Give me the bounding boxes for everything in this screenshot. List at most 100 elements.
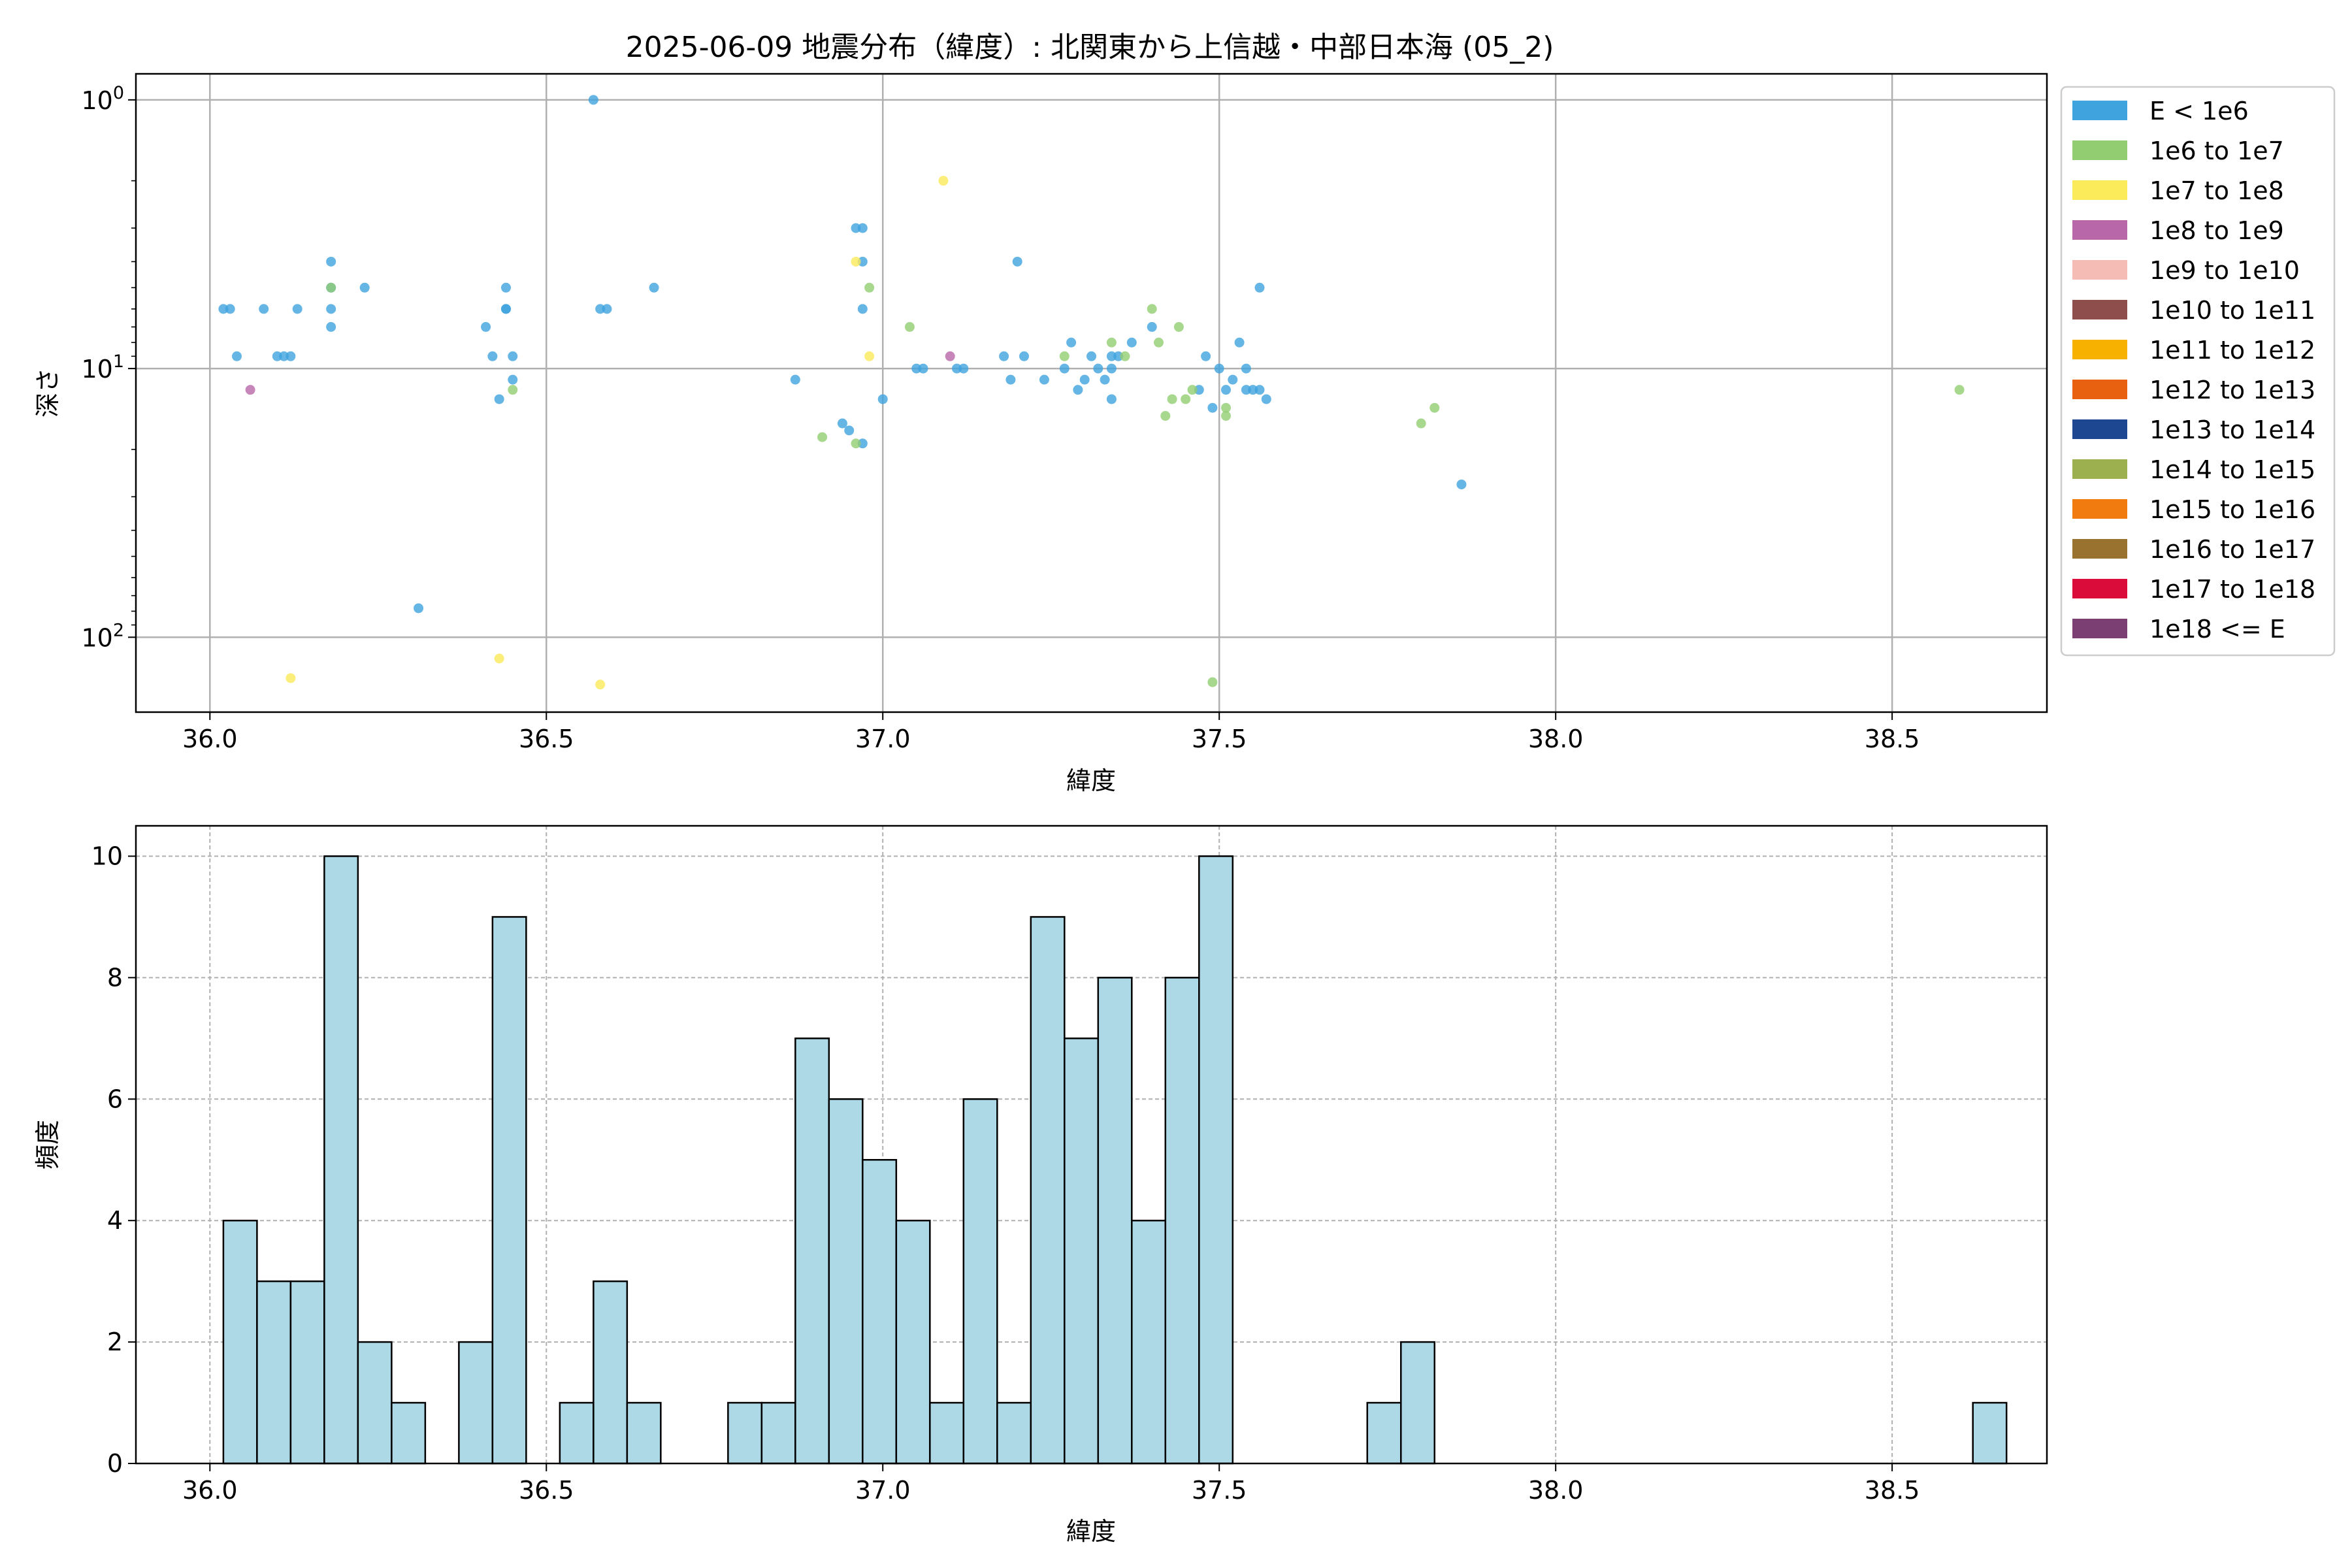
histogram-bar bbox=[458, 1341, 494, 1465]
scatter-point bbox=[326, 304, 336, 314]
scatter-point bbox=[1220, 402, 1231, 413]
legend-label: E < 1e6 bbox=[2149, 97, 2249, 125]
scatter-x-tick-label: 36.5 bbox=[519, 725, 574, 753]
scatter-point bbox=[904, 321, 915, 332]
legend-label: 1e9 to 1e10 bbox=[2149, 256, 2300, 285]
histogram-bar bbox=[862, 1158, 898, 1465]
legend-frame bbox=[2060, 86, 2336, 657]
histogram-bar bbox=[1164, 977, 1200, 1465]
legend-label: 1e15 to 1e16 bbox=[2149, 495, 2315, 524]
histogram-x-tick-label: 38.5 bbox=[1865, 1476, 1920, 1505]
histogram-y-tick-label: 8 bbox=[107, 963, 123, 992]
scatter-point bbox=[286, 351, 296, 361]
scatter-point bbox=[1187, 385, 1198, 395]
scatter-point bbox=[225, 304, 235, 314]
scatter-point bbox=[1106, 394, 1117, 404]
scatter-x-tick-label: 37.0 bbox=[855, 725, 911, 753]
scatter-point bbox=[245, 385, 255, 395]
scatter-y-tick-label: 102 bbox=[81, 620, 124, 652]
scatter-y-tick-base: 10 bbox=[81, 355, 112, 384]
scatter-point bbox=[1120, 351, 1130, 361]
histogram-bar bbox=[222, 1219, 258, 1465]
histogram-x-tick-label: 38.0 bbox=[1528, 1476, 1584, 1505]
histogram-bar bbox=[1030, 916, 1066, 1465]
scatter-point bbox=[1234, 337, 1245, 348]
scatter-point bbox=[999, 351, 1009, 361]
scatter-point bbox=[508, 351, 518, 361]
legend-label: 1e7 to 1e8 bbox=[2149, 176, 2284, 205]
scatter-point bbox=[292, 304, 302, 314]
histogram-plot-frame bbox=[135, 825, 2048, 1465]
scatter-point bbox=[1241, 363, 1251, 374]
scatter-point bbox=[1261, 394, 1271, 404]
scatter-point bbox=[508, 385, 518, 395]
scatter-point bbox=[272, 351, 282, 361]
scatter-plot-frame bbox=[135, 73, 2048, 713]
scatter-point bbox=[1254, 282, 1265, 293]
scatter-point bbox=[857, 256, 868, 267]
scatter-point bbox=[938, 176, 949, 186]
scatter-point bbox=[1106, 363, 1117, 374]
scatter-y-tick-base: 10 bbox=[81, 86, 112, 115]
scatter-point bbox=[279, 351, 289, 361]
histogram-bar bbox=[391, 1401, 427, 1465]
scatter-point bbox=[844, 425, 855, 436]
scatter-point bbox=[877, 394, 888, 404]
scatter-point bbox=[1456, 480, 1467, 490]
legend-label: 1e18 <= E bbox=[2149, 615, 2285, 644]
scatter-point bbox=[911, 363, 922, 374]
histogram-bar bbox=[828, 1098, 864, 1465]
histogram-x-tick-label: 37.0 bbox=[855, 1476, 911, 1505]
scatter-point bbox=[837, 418, 847, 429]
scatter-point bbox=[1093, 363, 1103, 374]
scatter-point bbox=[326, 256, 336, 267]
scatter-point bbox=[1073, 385, 1083, 395]
scatter-point bbox=[1220, 411, 1231, 421]
histogram-y-tick-label: 6 bbox=[107, 1085, 123, 1113]
scatter-x-axis-label: 緯度 bbox=[1066, 766, 1116, 795]
legend-swatch bbox=[2072, 260, 2127, 280]
scatter-point bbox=[857, 223, 868, 233]
scatter-point bbox=[1254, 385, 1265, 395]
scatter-point bbox=[864, 351, 875, 361]
scatter-point bbox=[414, 603, 424, 613]
legend-swatch bbox=[2072, 340, 2127, 359]
scatter-point bbox=[1207, 677, 1218, 687]
scatter-point bbox=[918, 363, 928, 374]
scatter-point bbox=[1106, 337, 1117, 348]
histogram-bar bbox=[1972, 1401, 2008, 1465]
scatter-point bbox=[851, 223, 861, 233]
scatter-point bbox=[857, 304, 868, 314]
histogram-y-tick-label: 0 bbox=[107, 1449, 123, 1478]
histogram-bar bbox=[929, 1401, 965, 1465]
legend-swatch bbox=[2072, 419, 2127, 439]
scatter-point bbox=[1954, 385, 1965, 395]
scatter-point bbox=[218, 304, 229, 314]
histogram-bar bbox=[794, 1037, 830, 1465]
scatter-point bbox=[1106, 351, 1117, 361]
scatter-point bbox=[1066, 337, 1077, 348]
histogram-bar bbox=[727, 1401, 763, 1465]
scatter-point bbox=[1012, 256, 1022, 267]
legend-label: 1e10 to 1e11 bbox=[2149, 296, 2315, 325]
scatter-point bbox=[1201, 351, 1211, 361]
scatter-point bbox=[595, 304, 606, 314]
scatter-point bbox=[259, 304, 269, 314]
scatter-title: 2025-06-09 地震分布（緯度）: 北関東から上信越・中部日本海 (05_… bbox=[626, 31, 1554, 64]
scatter-point bbox=[494, 394, 504, 404]
legend-swatch bbox=[2072, 101, 2127, 120]
histogram-bar bbox=[1198, 855, 1234, 1465]
scatter-point bbox=[1167, 394, 1177, 404]
histogram-bar bbox=[1097, 977, 1133, 1465]
scatter-point bbox=[952, 363, 962, 374]
scatter-point bbox=[595, 679, 606, 690]
histogram-bar bbox=[1131, 1219, 1167, 1465]
histogram-bars bbox=[222, 855, 2008, 1465]
scatter-point bbox=[1059, 363, 1070, 374]
scatter-point bbox=[1228, 374, 1238, 385]
histogram-bar bbox=[895, 1219, 931, 1465]
scatter-x-tick-label: 37.5 bbox=[1192, 725, 1247, 753]
histogram-x-tick-label: 36.0 bbox=[182, 1476, 238, 1505]
histogram-bar bbox=[962, 1098, 998, 1465]
scatter-point bbox=[958, 363, 969, 374]
